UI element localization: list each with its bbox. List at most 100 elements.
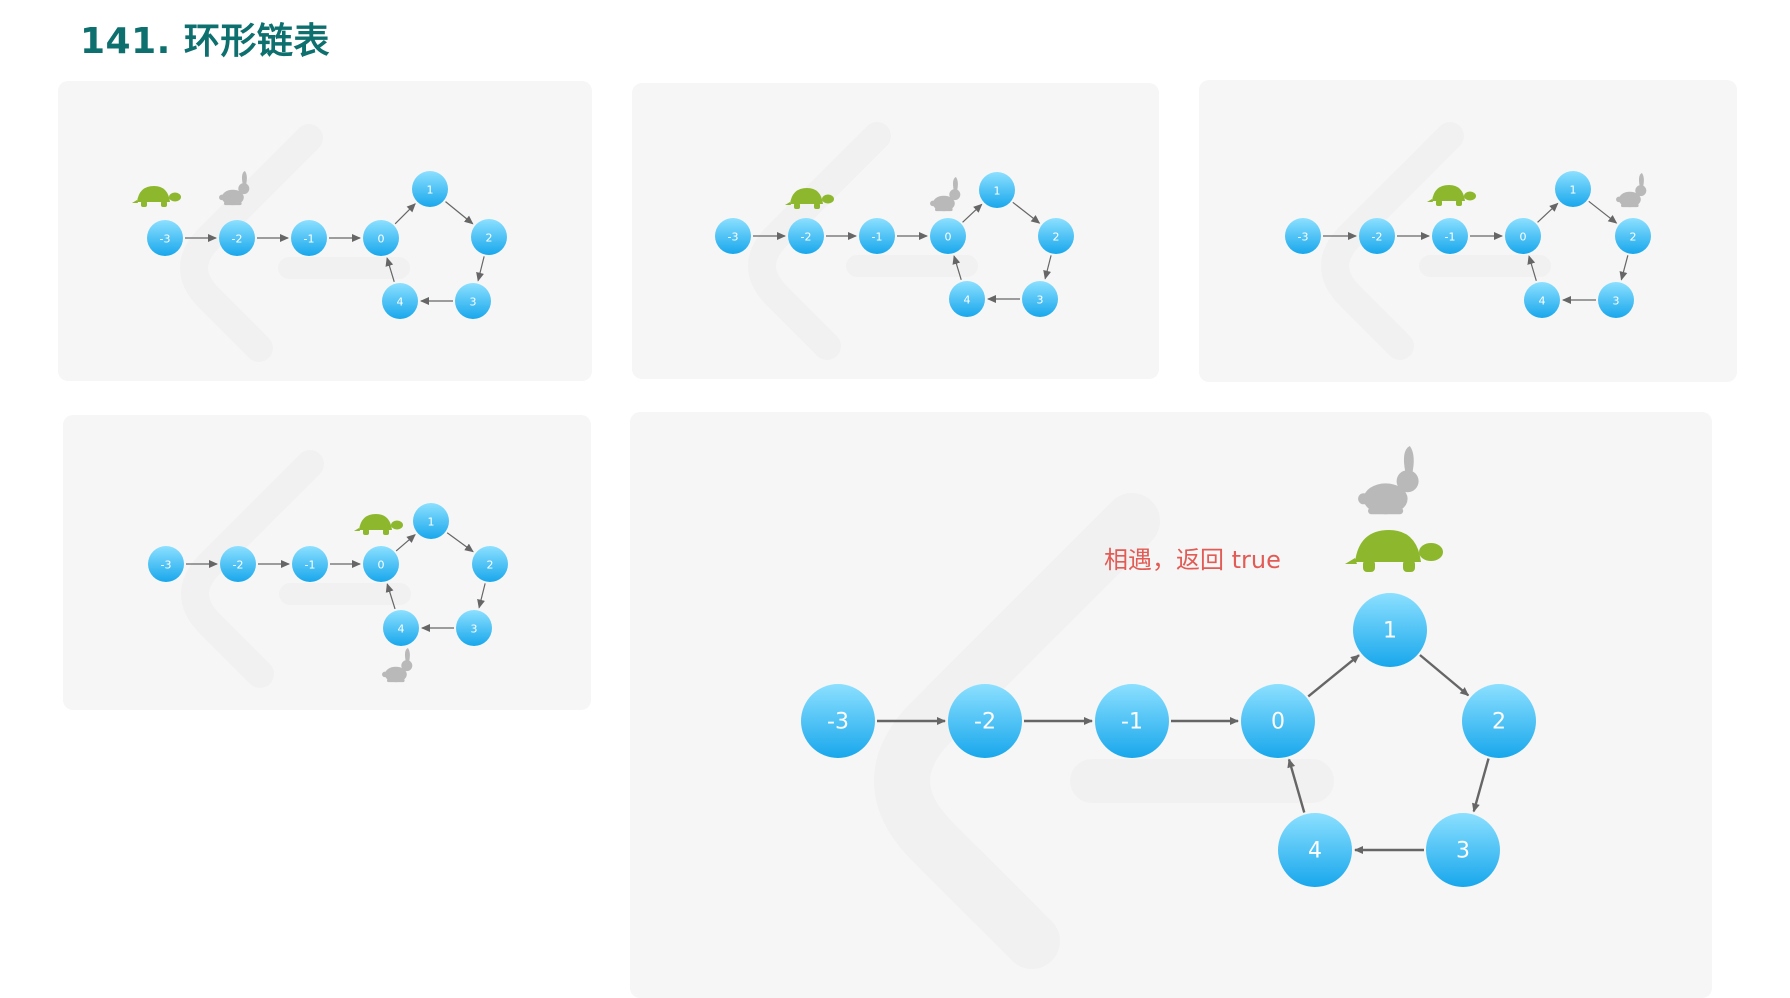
list-node: 2 bbox=[1462, 684, 1536, 758]
list-node: 1 bbox=[413, 503, 449, 539]
node-value: -3 bbox=[827, 710, 849, 735]
list-node: -2 bbox=[788, 218, 824, 254]
node-value: 3 bbox=[470, 296, 477, 309]
edge-arrow bbox=[446, 532, 474, 553]
list-node: -2 bbox=[219, 220, 255, 256]
list-node: -2 bbox=[1359, 218, 1395, 254]
list-node: 0 bbox=[363, 546, 399, 582]
edge-arrow bbox=[1287, 758, 1306, 813]
step-diagram-3: -3 -2 -1 0 1 2 3 4 bbox=[1285, 122, 1651, 360]
rabbit-icon bbox=[1616, 173, 1647, 208]
node-value: -3 bbox=[161, 559, 172, 572]
node-value: 1 bbox=[1570, 184, 1577, 197]
list-node: -3 bbox=[148, 546, 184, 582]
rabbit-icon bbox=[382, 648, 413, 683]
step-diagram-4: -3 -2 -1 0 1 2 3 4 bbox=[148, 450, 508, 688]
list-node: 3 bbox=[1426, 813, 1500, 887]
node-value: 4 bbox=[398, 623, 405, 636]
edge-arrow bbox=[385, 257, 395, 283]
list-node: -3 bbox=[147, 220, 183, 256]
node-value: 2 bbox=[1053, 231, 1060, 244]
step-panel-2: -3 -2 -1 0 1 2 3 4 bbox=[632, 83, 1159, 379]
step-diagram-2: -3 -2 -1 0 1 2 3 4 bbox=[715, 122, 1074, 360]
node-value: -3 bbox=[160, 233, 171, 246]
meet-annotation: 相遇，返回 true bbox=[1104, 546, 1281, 574]
watermark-logo bbox=[874, 493, 1334, 969]
node-value: 2 bbox=[486, 232, 493, 245]
turtle-icon bbox=[1345, 530, 1443, 572]
list-node: -1 bbox=[292, 546, 328, 582]
list-node: -2 bbox=[948, 684, 1022, 758]
list-node: 0 bbox=[1505, 218, 1541, 254]
node-value: 4 bbox=[1539, 295, 1546, 308]
list-node: 2 bbox=[471, 219, 507, 255]
list-node: 4 bbox=[1524, 282, 1560, 318]
edge-arrow bbox=[1619, 255, 1629, 281]
rabbit-icon bbox=[1358, 446, 1419, 515]
list-node: 3 bbox=[1598, 282, 1634, 318]
list-node: -3 bbox=[715, 218, 751, 254]
list-node: 1 bbox=[979, 172, 1015, 208]
node-value: -2 bbox=[232, 233, 243, 246]
node-value: -2 bbox=[801, 231, 812, 244]
edge-arrow bbox=[1307, 654, 1360, 698]
node-value: 2 bbox=[1630, 231, 1637, 244]
node-value: -2 bbox=[233, 559, 244, 572]
node-value: -1 bbox=[872, 231, 883, 244]
node-value: 4 bbox=[1308, 839, 1322, 864]
list-node: 2 bbox=[472, 546, 508, 582]
node-value: 0 bbox=[1271, 710, 1285, 735]
edge-arrow bbox=[1472, 758, 1490, 813]
node-value: 3 bbox=[471, 623, 478, 636]
node-value: 0 bbox=[378, 233, 385, 246]
list-node: 1 bbox=[1353, 593, 1427, 667]
list-node: 4 bbox=[1278, 813, 1352, 887]
list-node: 1 bbox=[412, 171, 448, 207]
edge-arrow bbox=[1043, 255, 1052, 280]
node-value: 3 bbox=[1456, 839, 1470, 864]
edge-arrow bbox=[476, 256, 485, 282]
edge-arrow bbox=[445, 201, 474, 225]
list-node: 0 bbox=[363, 220, 399, 256]
list-node: 4 bbox=[382, 283, 418, 319]
turtle-icon bbox=[1427, 185, 1476, 206]
edge-arrow bbox=[952, 255, 962, 281]
node-value: -1 bbox=[304, 233, 315, 246]
turtle-icon bbox=[354, 514, 403, 535]
node-value: 0 bbox=[945, 231, 952, 244]
node-value: 4 bbox=[964, 294, 971, 307]
node-value: -1 bbox=[1121, 710, 1143, 735]
node-value: -1 bbox=[1445, 231, 1456, 244]
list-node: 4 bbox=[383, 610, 419, 646]
watermark-logo bbox=[180, 124, 410, 362]
list-node: -1 bbox=[859, 218, 895, 254]
list-node: 1 bbox=[1555, 171, 1591, 207]
edge-arrow bbox=[385, 583, 396, 610]
node-value: 3 bbox=[1037, 294, 1044, 307]
node-value: 1 bbox=[1383, 619, 1397, 644]
node-value: 0 bbox=[1520, 231, 1527, 244]
watermark-logo bbox=[748, 122, 978, 360]
edge-arrow bbox=[477, 583, 486, 609]
page-title: 141. 环形链表 bbox=[80, 21, 330, 62]
turtle-icon bbox=[132, 186, 181, 207]
list-node: 4 bbox=[949, 281, 985, 317]
list-node: 0 bbox=[1241, 684, 1315, 758]
list-node: 3 bbox=[456, 610, 492, 646]
step-panel-3: -3 -2 -1 0 1 2 3 4 bbox=[1199, 80, 1737, 382]
turtle-icon bbox=[785, 188, 834, 209]
edge-arrow bbox=[395, 534, 416, 552]
step-diagram-1: -3 -2 -1 0 1 2 3 4 bbox=[132, 124, 507, 362]
watermark-logo bbox=[181, 450, 411, 688]
edge-arrow bbox=[1527, 255, 1537, 281]
edge-arrow bbox=[1588, 200, 1618, 224]
node-value: 1 bbox=[427, 184, 434, 197]
step-diagram-5: -3 -2 -1 0 1 2 3 4 相遇，返回 true bbox=[801, 446, 1536, 969]
node-value: 1 bbox=[994, 185, 1001, 198]
rabbit-icon bbox=[930, 177, 961, 212]
node-value: -1 bbox=[305, 559, 316, 572]
list-node: 0 bbox=[930, 218, 966, 254]
list-node: -1 bbox=[1095, 684, 1169, 758]
node-value: -3 bbox=[728, 231, 739, 244]
step-panel-4: -3 -2 -1 0 1 2 3 4 bbox=[63, 415, 591, 710]
